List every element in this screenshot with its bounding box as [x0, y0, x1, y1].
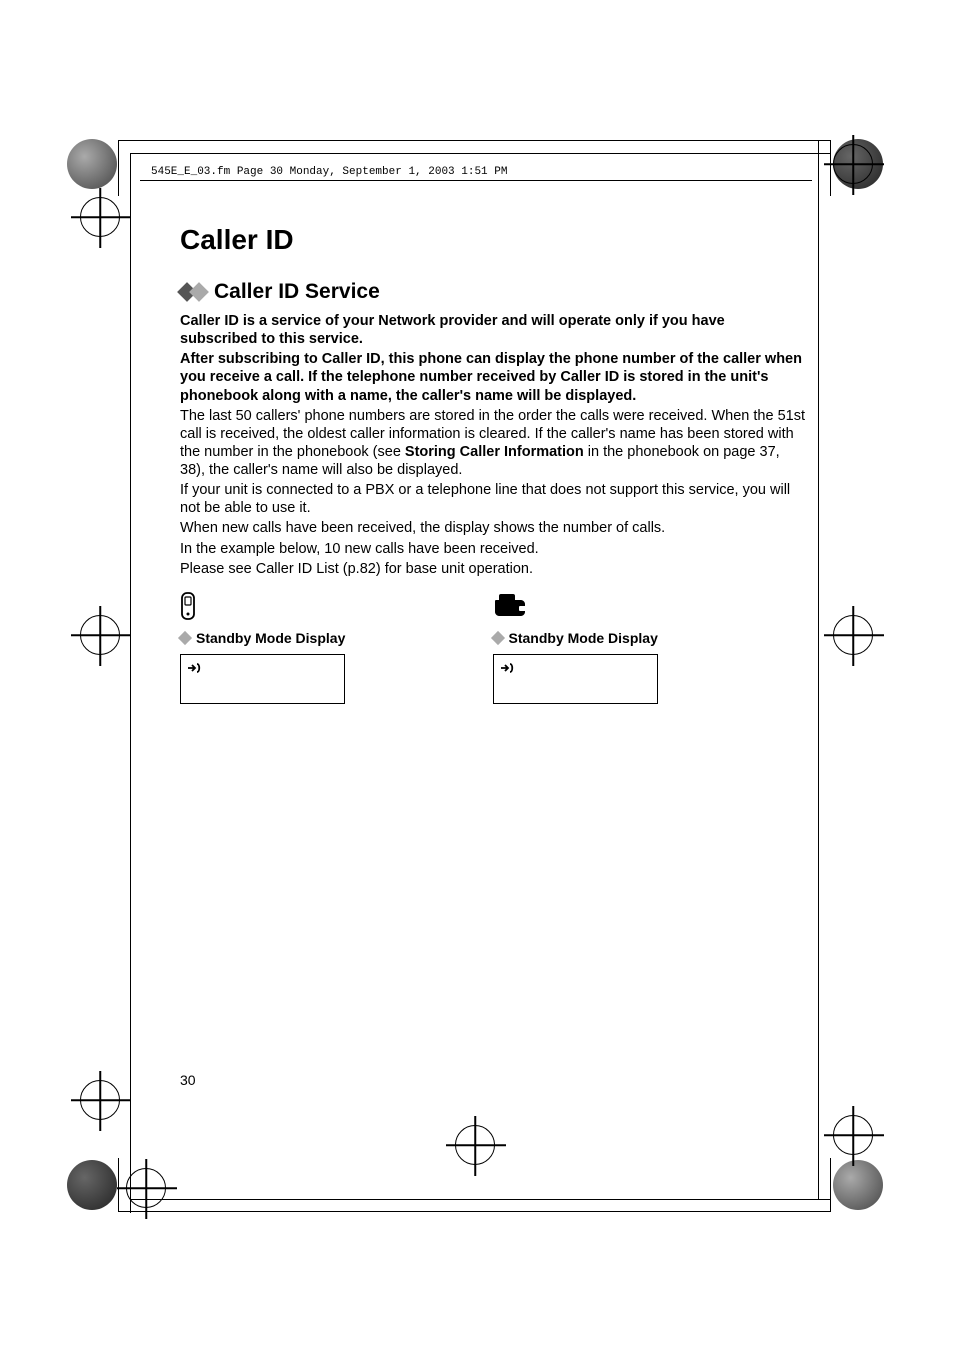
sub-title-row-right: Standby Mode Display: [493, 630, 806, 646]
intro-bold-2: After subscribing to Caller ID, this pho…: [180, 350, 805, 404]
frame-line: [830, 1158, 831, 1212]
frame-line: [830, 140, 831, 196]
crosshair-top-left: [80, 197, 120, 237]
para-1-bold: Storing Caller Information: [405, 444, 584, 460]
section-title: Caller ID Service: [214, 280, 380, 304]
left-column: Standby Mode Display: [180, 592, 493, 704]
crosshair-bottom-right: [833, 1115, 873, 1155]
display-box-right: [493, 654, 658, 704]
crosshair-mid-left: [80, 615, 120, 655]
standby-title-right: Standby Mode Display: [509, 630, 658, 646]
crosshair-bottom-left: [80, 1080, 120, 1120]
diamond-bullet-icon: [178, 631, 192, 645]
intro-bold-1: Caller ID is a service of your Network p…: [180, 312, 805, 348]
standby-title-left: Standby Mode Display: [196, 630, 345, 646]
section-title-row: Caller ID Service: [180, 280, 805, 304]
para-example: In the example below, 10 new calls have …: [180, 540, 805, 558]
page-title: Caller ID: [180, 224, 805, 256]
page-number: 30: [180, 1072, 196, 1088]
reg-ball-bottom-left: [67, 1160, 117, 1210]
two-column-section: Standby Mode Display: [180, 592, 805, 704]
crosshair-top-right: [833, 144, 873, 184]
frame-line: [118, 1211, 830, 1212]
diamond-bullet-icon: [490, 631, 504, 645]
para-newcalls: When new calls have been received, the d…: [180, 519, 805, 537]
sub-title-row-left: Standby Mode Display: [180, 630, 493, 646]
handset-icon: [180, 592, 493, 624]
base-unit-icon: [493, 592, 806, 624]
header-underline: [140, 180, 812, 181]
crosshair-bottom-center: [455, 1125, 495, 1165]
frame-line: [118, 1158, 119, 1212]
content-area: Caller ID Caller ID Service Caller ID is…: [180, 224, 805, 704]
diamond-bullet-icon: [189, 282, 209, 302]
reg-ball-bottom-right: [833, 1160, 883, 1210]
frame-line: [818, 140, 819, 1200]
frame-line: [118, 140, 830, 141]
frame-line: [130, 153, 830, 154]
frame-line: [130, 153, 131, 1213]
crosshair-bottom-left-2: [126, 1168, 166, 1208]
frame-line: [130, 1199, 830, 1200]
para-pbx: If your unit is connected to a PBX or a …: [180, 481, 805, 517]
arrow-icon: [500, 661, 516, 677]
para-seealso: Please see Caller ID List (p.82) for bas…: [180, 560, 805, 578]
crosshair-mid-right: [833, 615, 873, 655]
display-box-left: [180, 654, 345, 704]
page-header-text: 545E_E_03.fm Page 30 Monday, September 1…: [151, 166, 507, 178]
reg-ball-top-left: [67, 139, 117, 189]
arrow-icon: [187, 661, 203, 677]
frame-line: [118, 140, 119, 196]
right-column: Standby Mode Display: [493, 592, 806, 704]
para-storage: The last 50 callers' phone numbers are s…: [180, 407, 805, 480]
